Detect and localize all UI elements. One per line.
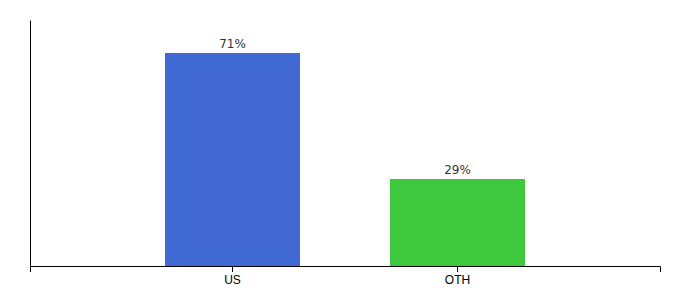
x-tick-label: OTH [445,273,470,287]
x-axis: US OTH [31,266,661,287]
data-labels: 71% 29% [219,37,471,177]
x-tick: US [224,266,241,287]
data-label: 29% [444,163,471,177]
y-axis [30,21,31,267]
x-axis-line [31,267,661,273]
bar [165,53,300,266]
y-axis-line [30,21,31,267]
data-label: 71% [219,37,246,51]
x-tick-mark [457,266,458,272]
bar [390,179,525,266]
chart: US OTH 71% 29% [0,0,680,300]
x-tick-mark [232,266,233,272]
x-tick: OTH [445,266,470,287]
bars [165,53,525,266]
x-tick-label: US [224,273,241,287]
plot: US OTH 71% 29% [31,21,661,287]
